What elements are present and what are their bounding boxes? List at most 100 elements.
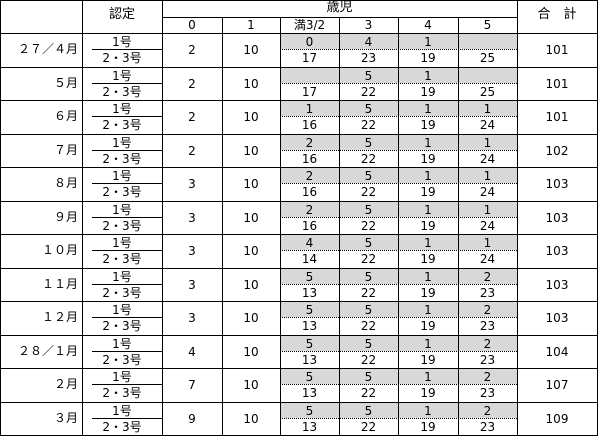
type23-count: 13 [301, 419, 318, 434]
type-divider [92, 150, 162, 151]
type1-count: 5 [305, 403, 314, 418]
age0-count: 2 [188, 43, 196, 57]
type1-shade [399, 34, 458, 49]
row-divider [0, 33, 598, 34]
type1-shade [399, 302, 458, 317]
type-divider [92, 49, 162, 50]
column-divider [339, 17, 340, 436]
type1-shade [281, 235, 339, 250]
type23-count: 17 [301, 51, 318, 65]
row-total: 101 [545, 76, 569, 91]
type1-shade [340, 34, 398, 49]
type1-shade [340, 369, 398, 384]
type23-count: 22 [360, 419, 377, 434]
type1-shade [281, 201, 339, 217]
type23-count: 19 [420, 51, 436, 65]
type23-count: 19 [420, 151, 436, 166]
month-label: ２７／４月 [17, 42, 78, 56]
type1-count: 1 [483, 135, 492, 150]
type1-shade [399, 168, 458, 183]
type1-count: 2 [483, 269, 492, 284]
type23-count: 22 [360, 386, 377, 400]
age0-count: 3 [188, 277, 196, 292]
age0-count: 2 [188, 76, 196, 91]
type-divider [92, 250, 162, 251]
type1-shade [281, 302, 339, 317]
type23-label: 2・3号 [102, 386, 142, 400]
row-divider [0, 301, 598, 302]
type1-label: 1号 [112, 202, 132, 217]
type1-count: 1 [424, 303, 432, 317]
type23-count: 22 [360, 118, 377, 132]
type23-label: 2・3号 [102, 285, 142, 300]
type23-label: 2・3号 [102, 151, 142, 166]
row-divider [0, 368, 598, 369]
month-label: １２月 [41, 310, 78, 324]
type1-shade [399, 101, 458, 116]
row-divider [0, 335, 598, 336]
type23-count: 22 [360, 185, 377, 199]
type23-count: 22 [360, 319, 377, 333]
type1-count: 5 [364, 102, 373, 116]
row-total: 103 [545, 244, 569, 258]
age1-count: 10 [243, 210, 259, 225]
type1-shade [281, 402, 339, 418]
type1-shade [281, 67, 339, 83]
type1-shade [459, 101, 517, 116]
type1-count: 5 [364, 336, 373, 351]
type1-shade [340, 402, 398, 418]
month-label: ６月 [53, 109, 78, 123]
type1-label: 1号 [112, 403, 132, 418]
type23-count: 19 [420, 285, 436, 300]
type23-count: 23 [479, 285, 496, 300]
age0-count: 2 [188, 110, 196, 124]
type1-shade [281, 168, 339, 183]
type23-count: 19 [420, 352, 436, 367]
type1-count: 2 [483, 336, 492, 351]
age-group-header: 歳児 [326, 0, 353, 15]
type1-count: 1 [424, 336, 432, 351]
type1-shade [340, 235, 398, 250]
age1-count: 10 [243, 378, 259, 392]
type23-count: 16 [301, 151, 318, 166]
type1-count: 4 [364, 35, 373, 49]
row-total: 109 [545, 411, 569, 426]
type1-shade [459, 335, 517, 351]
type1-count: 1 [483, 236, 492, 250]
type1-count: 5 [364, 403, 373, 418]
type-divider [92, 83, 162, 84]
type23-count: 19 [420, 419, 436, 434]
type1-count: 5 [305, 269, 314, 284]
type1-shade [399, 201, 458, 217]
type1-shade [459, 369, 517, 384]
type23-count: 19 [420, 386, 436, 400]
row-total: 101 [545, 110, 569, 124]
type1-count: 5 [305, 370, 314, 384]
type23-label: 2・3号 [102, 51, 142, 65]
column-divider [398, 17, 399, 436]
type-divider [92, 217, 162, 218]
row-divider [0, 234, 598, 235]
month-label: １０月 [41, 243, 78, 257]
column-divider [82, 0, 83, 436]
type1-count: 5 [364, 202, 373, 217]
row-divider [0, 67, 598, 68]
type23-count: 13 [301, 386, 318, 400]
type1-shade [281, 34, 339, 49]
type1-shade [340, 67, 398, 83]
month-label: ９月 [53, 209, 78, 224]
type1-shade [459, 235, 517, 250]
type23-count: 23 [479, 352, 496, 367]
type1-shade [340, 268, 398, 284]
column-divider [458, 17, 459, 436]
type1-count: 0 [305, 35, 314, 49]
age1-count: 10 [243, 411, 259, 426]
type23-count: 24 [479, 118, 496, 132]
type-divider [92, 384, 162, 385]
type1-shade [399, 369, 458, 384]
type1-shade [340, 302, 398, 317]
type1-label: 1号 [112, 102, 132, 116]
age-column-header: 4 [424, 18, 432, 32]
row-divider [0, 134, 598, 135]
row-total: 104 [545, 344, 569, 359]
